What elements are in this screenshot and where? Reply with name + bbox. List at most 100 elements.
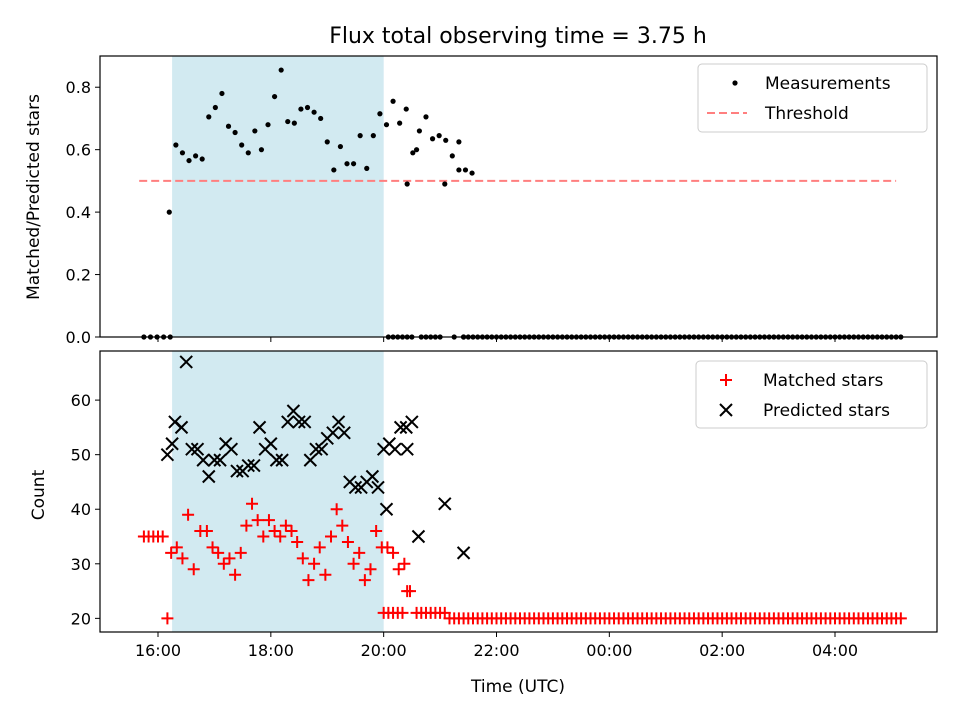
measurement-point [193,153,199,159]
predicted-star-point [224,442,239,456]
matched-star-point [285,525,298,538]
x-tick-label: 20:00 [361,641,407,660]
predicted-star-point [371,480,385,495]
predicted-star-point [405,415,419,429]
matched-star-point [200,525,213,538]
predicted-star-point [456,546,471,560]
measurement-point [239,142,245,148]
measurement-point [449,153,455,159]
predicted-star-point [286,404,301,418]
measurement-point [350,161,357,167]
measurement-point [179,150,186,156]
top-y-axis-label: Matched/Predicted stars [24,94,44,300]
measurement-point [331,167,337,173]
measurement-point [383,122,390,128]
matched-star-point [257,530,270,543]
measurement-point [377,111,383,117]
matched-star-point [165,546,178,559]
matched-star-point [341,535,354,548]
matched-star-point [262,514,275,527]
y-tick-label: 40 [71,500,91,519]
measurement-point [173,142,179,148]
matched-star-point [319,568,332,581]
measurement-point [397,120,403,126]
legend-box [695,360,928,429]
measurement-point [212,104,218,111]
predicted-star-point [247,458,261,473]
matched-star-point [176,552,189,565]
measurement-point [225,123,232,129]
matched-star-point [392,563,405,576]
chart-title: Flux total observing time = 3.75 h [329,24,707,49]
predicted-star-point [292,415,306,429]
matched-star-point [353,546,366,559]
measurement-point [442,181,448,187]
shaded-observing-window [172,351,384,632]
predicted-star-point [165,437,179,451]
x-tick-label: 22:00 [473,641,519,660]
matched-star-point [229,568,242,581]
matched-star-point [212,546,225,559]
predicted-star-point [196,453,210,467]
measurement-point [298,106,304,112]
measurement-point [206,114,212,120]
matched-star-point [387,546,400,559]
matched-star-point [296,552,309,565]
predicted-star-point [337,426,351,440]
bottom-plot-frame [99,350,938,633]
y-tick-label: 0.6 [66,141,91,160]
x-tick-label: 00:00 [586,641,632,660]
matched-star-point [330,503,343,516]
matched-star-point [234,546,247,559]
legend-label-predicted: Predicted stars [763,401,890,421]
measurement-point [324,139,330,145]
matched-star-point [308,557,321,570]
matched-star-point [161,612,174,625]
measurement-point [357,133,363,139]
measurement-point [291,120,297,126]
bottom-panel: 20 30 40 50 60 16:00 18:00 20:00 22:00 00:00 02:00… [71,350,938,660]
predicted-star-point [185,442,199,456]
matched-star-point [347,557,360,570]
predicted-star-point [213,453,227,467]
predicted-star-point [297,415,312,429]
measurement-point [278,67,284,73]
predicted-star-point [365,469,380,484]
bottom-y-axis-label: Count [29,469,49,520]
matched-star-point [370,525,383,538]
measurement-point [462,167,469,173]
predicted-star-point [400,442,414,456]
measurement-point [370,133,376,139]
matched-star-point [302,574,315,587]
measurement-point [410,150,416,156]
measurement-point [199,156,205,162]
predicted-star-point [388,442,402,456]
matched-star-point [156,530,169,543]
matched-star-point [396,606,409,619]
matched-star-point [274,530,287,543]
y-tick-label: 0.0 [66,328,91,347]
measurement-point [443,137,449,143]
predicted-star-point [309,442,323,456]
measurement-point [413,147,420,153]
matched-star-point [240,519,253,532]
matched-star-point [268,525,281,538]
predicted-star-point [190,442,205,456]
x-tick-label: 18:00 [248,641,294,660]
measurement-point [469,170,475,176]
x-tick-label: 16:00 [135,641,181,660]
legend-marker-predicted [719,403,733,417]
predicted-star-point [314,442,329,456]
matched-star-point [279,519,292,532]
predicted-star-point [264,437,278,451]
matched-star-point [182,508,195,521]
y-tick-label: 60 [71,391,91,410]
matched-star-point [403,585,416,598]
measurement-point [232,129,238,136]
predicted-star-point [275,453,289,467]
y-tick-label: 0.4 [66,203,91,222]
legend-marker-matched [720,374,732,386]
matched-star-point [217,557,230,570]
measurement-point [403,106,409,112]
